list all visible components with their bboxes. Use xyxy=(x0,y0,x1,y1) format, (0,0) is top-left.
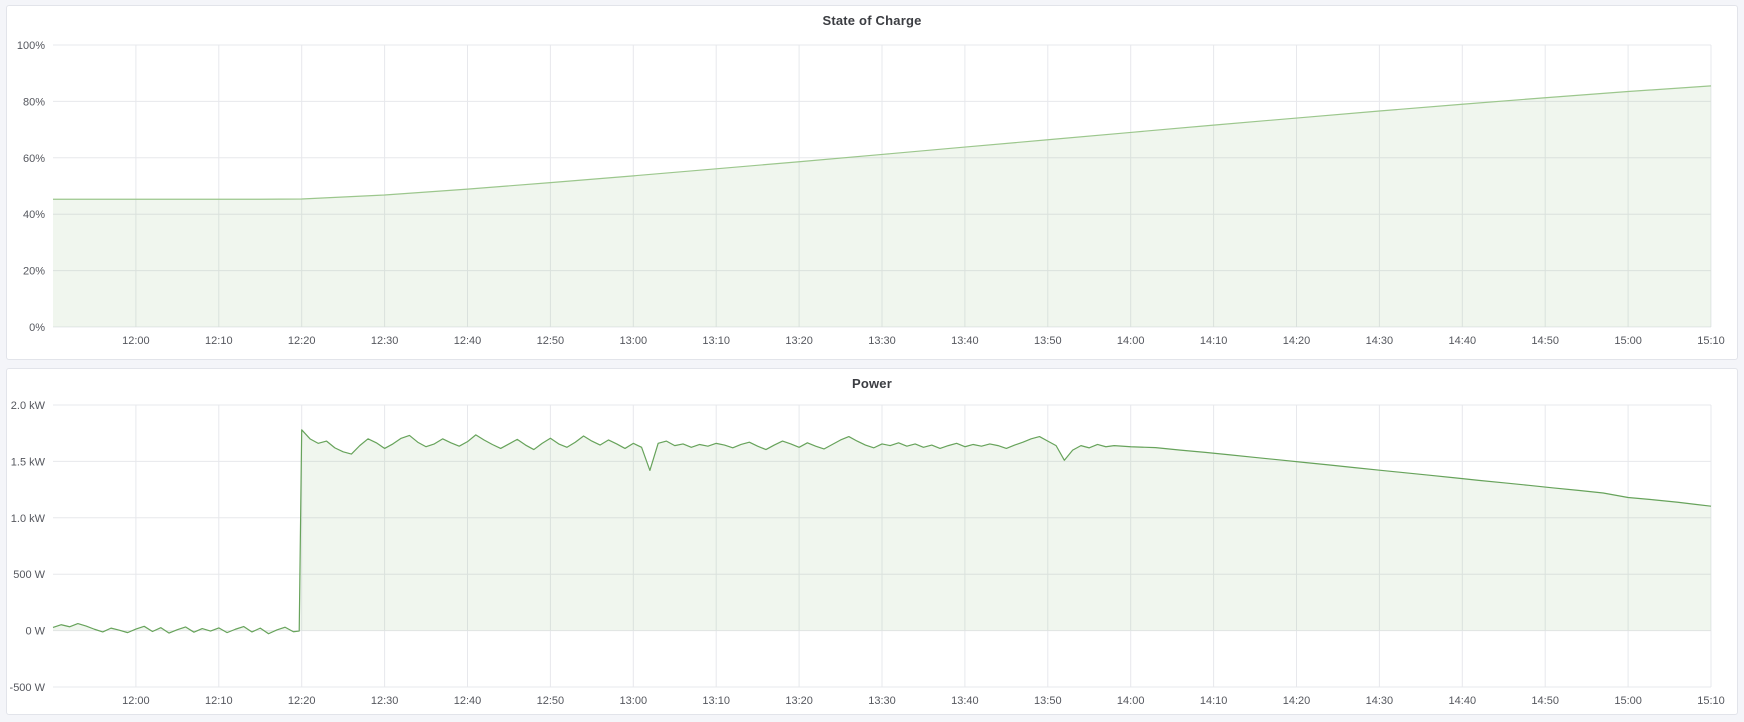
x-axis-tick-label: 12:30 xyxy=(371,335,399,347)
y-axis-tick-label: 1.5 kW xyxy=(11,456,46,468)
y-axis-tick-label: 0% xyxy=(29,322,45,334)
x-axis-tick-label: 12:00 xyxy=(122,695,150,707)
x-axis-tick-label: 14:20 xyxy=(1283,695,1311,707)
panel-title-state-of-charge[interactable]: State of Charge xyxy=(822,12,922,28)
x-axis-tick-label: 14:40 xyxy=(1449,335,1477,347)
x-axis-tick-label: 15:10 xyxy=(1697,335,1725,347)
x-axis-tick-label: 12:10 xyxy=(205,695,233,707)
x-axis-tick-label: 13:00 xyxy=(620,335,648,347)
x-axis-tick-label: 14:20 xyxy=(1283,335,1311,347)
x-axis-tick-label: 13:50 xyxy=(1034,335,1062,347)
y-axis-tick-label: 60% xyxy=(23,153,45,165)
x-axis-tick-label: 12:30 xyxy=(371,695,399,707)
x-axis-tick-label: 14:10 xyxy=(1200,335,1228,347)
series-area-fill xyxy=(53,85,1711,327)
x-axis-tick-label: 12:50 xyxy=(537,335,565,347)
x-axis-tick-label: 12:20 xyxy=(288,335,316,347)
state-of-charge-chart[interactable]: 0% 20% 40% 60% 80% 100% 12:00 12:10 12:20 12:30 12… xyxy=(7,34,1737,359)
x-axis-tick-label: 14:50 xyxy=(1531,335,1559,347)
chart-svg: 0% 20% 40% 60% 80% 100% 12:00 12:10 12:20 12:30 12… xyxy=(17,40,1725,347)
x-axis-tick-label: 14:00 xyxy=(1117,335,1145,347)
x-axis-tick-label: 14:10 xyxy=(1200,695,1228,707)
x-axis-tick-label: 15:10 xyxy=(1697,695,1725,707)
series-area-fill xyxy=(53,429,1711,634)
series-line xyxy=(52,429,1712,635)
power-chart[interactable]: -500 W 0 W 500 W 1.0 kW 1.5 kW 2.0 kW 12:00 12:… xyxy=(7,397,1737,714)
chart-svg: -500 W 0 W 500 W 1.0 kW 1.5 kW 2.0 kW 12:00 12:… xyxy=(10,400,1725,707)
y-axis-tick-label: -500 W xyxy=(10,682,46,694)
x-axis-tick-label: 14:40 xyxy=(1449,695,1477,707)
x-axis-tick-label: 13:20 xyxy=(785,695,813,707)
panel-power: Power -500 W 0 W 500 W 1.0 kW 1.5 kW 2.0 kW 12… xyxy=(6,368,1738,715)
y-axis-tick-label: 1.0 kW xyxy=(11,513,46,525)
panel-state-of-charge: State of Charge 0% 20% 40% 60% 80% 100% 12:00 1… xyxy=(6,5,1738,360)
x-axis-tick-label: 14:00 xyxy=(1117,695,1145,707)
x-axis-tick-label: 15:00 xyxy=(1614,335,1642,347)
x-axis-tick-label: 12:20 xyxy=(288,695,316,707)
x-axis-tick-label: 13:20 xyxy=(785,335,813,347)
y-axis-tick-label: 100% xyxy=(17,40,45,52)
y-axis-tick-label: 2.0 kW xyxy=(11,400,46,412)
panel-header-power[interactable]: Power xyxy=(7,369,1737,397)
x-axis-tick-label: 13:30 xyxy=(868,335,896,347)
x-axis-tick-label: 12:00 xyxy=(122,335,150,347)
plot-area[interactable] xyxy=(53,45,1711,327)
y-axis-tick-label: 0 W xyxy=(25,626,45,638)
x-axis-tick-label: 13:40 xyxy=(951,335,979,347)
x-axis-tick-label: 15:00 xyxy=(1614,695,1642,707)
y-axis-tick-label: 40% xyxy=(23,209,45,221)
x-axis-tick-label: 12:40 xyxy=(454,335,482,347)
x-axis-tick-label: 14:30 xyxy=(1366,335,1394,347)
x-axis-tick-label: 14:50 xyxy=(1531,695,1559,707)
x-axis-tick-label: 13:40 xyxy=(951,695,979,707)
x-axis-tick-label: 13:00 xyxy=(620,695,648,707)
x-axis-tick-label: 14:30 xyxy=(1366,695,1394,707)
y-axis-tick-label: 80% xyxy=(23,96,45,108)
x-axis-tick-label: 12:40 xyxy=(454,695,482,707)
panel-header-state-of-charge[interactable]: State of Charge xyxy=(7,6,1737,34)
x-axis-tick-label: 13:30 xyxy=(868,695,896,707)
y-axis-tick-label: 20% xyxy=(23,266,45,278)
panel-title-power[interactable]: Power xyxy=(851,375,892,391)
x-axis-tick-label: 13:50 xyxy=(1034,695,1062,707)
x-axis-tick-label: 13:10 xyxy=(702,335,730,347)
x-axis-tick-label: 12:10 xyxy=(205,335,233,347)
x-axis-tick-label: 13:10 xyxy=(702,695,730,707)
series-line xyxy=(53,85,1712,200)
y-axis-tick-label: 500 W xyxy=(13,569,45,581)
x-axis-tick-label: 12:50 xyxy=(537,695,565,707)
plot-area[interactable] xyxy=(53,405,1711,687)
